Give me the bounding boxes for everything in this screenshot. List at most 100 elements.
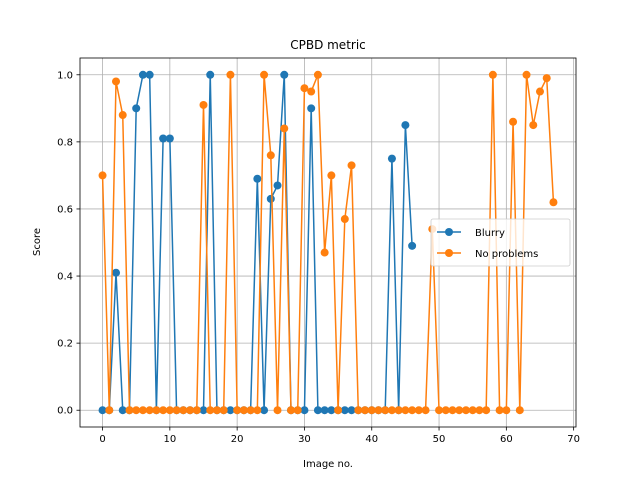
data-point-no-problems [206,406,215,415]
x-tick-label: 20 [231,434,244,445]
data-point-blurry [266,194,275,203]
data-point-no-problems [165,406,174,415]
data-point-no-problems [212,406,221,415]
data-point-no-problems [414,406,423,415]
data-point-no-problems [246,406,255,415]
y-tick-label: 0.8 [57,137,73,148]
data-point-no-problems [468,406,477,415]
data-point-no-problems [455,406,464,415]
x-tick-label: 0 [99,434,105,445]
data-point-no-problems [448,406,457,415]
data-point-no-problems [367,406,376,415]
legend-label-blurry: Blurry [475,228,505,239]
legend-marker-blurry [445,228,453,236]
y-tick-label: 0.6 [57,204,73,215]
y-tick-label: 0.0 [57,406,73,417]
data-point-blurry [280,70,289,79]
data-point-no-problems [488,70,497,79]
data-point-no-problems [132,406,141,415]
data-point-no-problems [280,124,289,133]
data-point-blurry [159,134,168,143]
data-point-no-problems [172,406,181,415]
data-point-no-problems [475,406,484,415]
data-point-no-problems [461,406,470,415]
data-point-no-problems [112,77,121,86]
data-point-no-problems [549,198,558,207]
data-point-blurry [165,134,174,143]
data-point-no-problems [300,84,309,93]
x-tick-label: 60 [500,434,513,445]
data-point-no-problems [522,70,531,79]
series-layer [98,70,558,415]
data-point-blurry [408,241,417,250]
data-point-no-problems [239,406,248,415]
y-tick-label: 1.0 [57,70,73,81]
data-point-blurry [253,174,262,183]
data-point-blurry [112,268,121,277]
data-point-blurry [313,406,322,415]
data-point-no-problems [145,406,154,415]
data-point-blurry [320,406,329,415]
data-point-no-problems [542,74,551,83]
y-axis-label: Score [32,228,43,256]
data-point-no-problems [435,406,444,415]
data-point-no-problems [266,151,275,160]
data-point-no-problems [105,406,114,415]
x-tick-label: 30 [298,434,311,445]
data-point-blurry [145,70,154,79]
data-point-no-problems [334,406,343,415]
data-point-no-problems [441,406,450,415]
data-point-blurry [206,70,215,79]
legend-box [430,218,571,267]
data-point-blurry [98,406,107,415]
data-point-no-problems [387,406,396,415]
x-tick-label: 50 [433,434,446,445]
data-point-no-problems [313,70,322,79]
data-point-no-problems [98,171,107,180]
data-point-no-problems [495,406,504,415]
plot-frame [79,57,577,428]
data-point-blurry [138,70,147,79]
data-point-no-problems [502,406,511,415]
chart-title: CPBD metric [290,38,366,52]
data-point-blurry [401,121,410,130]
data-point-no-problems [179,406,188,415]
data-point-no-problems [233,406,242,415]
data-point-blurry [307,104,316,113]
legend-marker-no-problems [445,249,453,257]
data-point-no-problems [354,406,363,415]
data-point-no-problems [361,406,370,415]
series-no-problems [98,70,558,415]
data-point-no-problems [152,406,161,415]
data-point-no-problems [381,406,390,415]
data-point-blurry [340,406,349,415]
data-point-no-problems [138,406,147,415]
data-point-no-problems [482,406,491,415]
data-point-no-problems [320,248,329,257]
data-point-no-problems [159,406,168,415]
data-point-no-problems [394,406,403,415]
x-tick-label: 10 [163,434,176,445]
data-point-no-problems [186,406,195,415]
data-point-blurry [132,104,141,113]
legend-label-no-problems: No problems [475,249,538,260]
data-point-no-problems [408,406,417,415]
legend: Blurry No problems [430,218,571,267]
data-point-no-problems [125,406,134,415]
data-point-no-problems [347,161,356,170]
data-point-no-problems [327,171,336,180]
data-point-no-problems [219,406,228,415]
data-point-no-problems [253,406,262,415]
x-tick-label: 40 [365,434,378,445]
data-point-blurry [118,406,127,415]
y-tick-label: 0.2 [57,339,73,350]
data-point-no-problems [199,100,208,109]
data-point-blurry [199,406,208,415]
data-point-no-problems [307,87,316,96]
x-tick-label: 70 [567,434,580,445]
data-point-no-problems [286,406,295,415]
data-point-no-problems [421,406,430,415]
data-point-blurry [327,406,336,415]
data-point-blurry [387,154,396,163]
